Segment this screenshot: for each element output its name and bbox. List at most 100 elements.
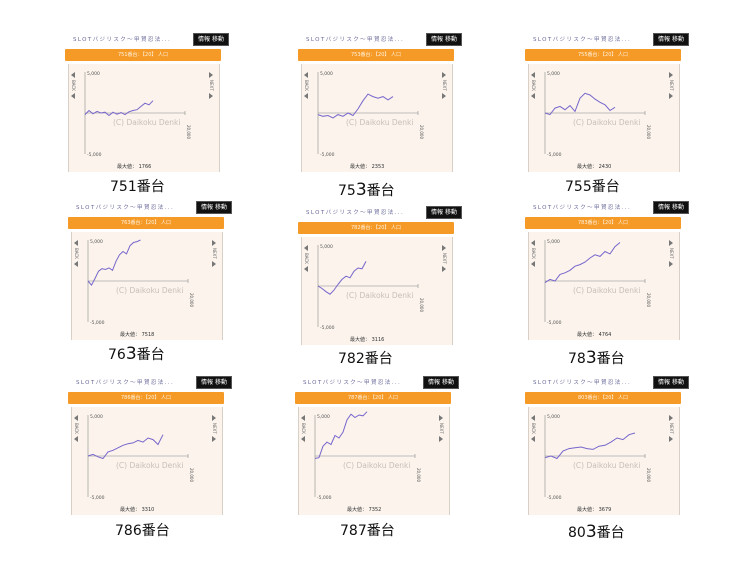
machine-caption-753: 753番台 — [338, 180, 395, 200]
max-value-label: 最大値： 2353 — [350, 163, 384, 170]
card-title: SLOTバジリスク～甲賀忍法... — [303, 380, 402, 386]
next-control[interactable]: NEXT — [439, 415, 447, 442]
plot-area: BACK NEXT 5,000 -5,000 20,000 (C) Daikoku Den… — [528, 232, 680, 340]
info-move-button[interactable]: 情報 移動 — [193, 33, 229, 46]
max-value-label: 最大値： 7518 — [120, 331, 154, 338]
machine-caption-755: 755番台 — [565, 176, 620, 196]
machine-header-text: 753番台：【20】 人口 — [351, 52, 401, 58]
triangle-left-icon — [74, 435, 78, 442]
xmax-tick-label: 20,000 — [646, 468, 651, 482]
back-control[interactable]: BACK — [304, 245, 312, 272]
triangle-right-icon — [442, 92, 446, 99]
card-title: SLOTバジリスク～甲賀忍法... — [306, 37, 405, 43]
graph-card: SLOTバジリスク～甲賀忍法... 情報 移動 753番台：【20】 人口 BACK N… — [288, 32, 464, 174]
back-label: BACK — [531, 248, 536, 259]
back-control[interactable]: BACK — [74, 415, 82, 442]
back-control[interactable]: BACK — [74, 240, 82, 267]
back-control[interactable]: BACK — [301, 415, 309, 442]
machine-header-bar: 753番台：【20】 人口 — [298, 49, 454, 61]
line-chart-svg: 5,000 -5,000 20,000 (C) Daikoku Denki 最大値： 7… — [87, 239, 194, 338]
machine-caption-803: 803番台 — [568, 522, 625, 542]
triangle-left-icon — [71, 72, 75, 78]
caption-suffix: 番台 — [136, 179, 165, 195]
machine-caption-783: 783番台 — [568, 348, 625, 368]
triangle-right-icon — [442, 245, 446, 251]
machine-caption-751: 751番台 — [110, 176, 165, 196]
triangle-right-icon — [442, 72, 446, 78]
chart-panel-782: SLOTバジリスク～甲賀忍法... 情報 移動 782番台：【20】 人口 BACK N… — [288, 205, 464, 347]
machine-header-bar: 787番台：【20】 人口 — [295, 392, 451, 404]
card-title: SLOTバジリスク～甲賀忍法... — [306, 210, 405, 216]
triangle-left-icon — [74, 240, 78, 246]
caption-suffix: 番台 — [136, 347, 165, 363]
next-control[interactable]: NEXT — [442, 245, 450, 272]
info-move-button[interactable]: 情報 移動 — [653, 33, 689, 46]
ymin-tick-label: -5,000 — [87, 152, 102, 158]
next-label: NEXT — [669, 80, 674, 91]
triangle-right-icon — [439, 435, 443, 442]
series-line-782 — [317, 261, 367, 295]
card-title: SLOTバジリスク～甲賀忍法... — [533, 37, 632, 43]
graph-card: SLOTバジリスク～甲賀忍法... 情報 移動 783番台：【20】 人口 BACK N… — [515, 200, 691, 342]
watermark: (C) Daikoku Denki — [346, 291, 413, 300]
plot-area: BACK NEXT 5,000 -5,000 20,000 (C) Daikoku Den… — [71, 407, 223, 515]
next-control[interactable]: NEXT — [212, 240, 220, 267]
card-title: SLOTバジリスク～甲賀忍法... — [533, 380, 632, 386]
back-label: BACK — [301, 423, 306, 434]
triangle-left-icon — [304, 72, 308, 78]
next-control[interactable]: NEXT — [209, 72, 217, 99]
info-move-button[interactable]: 情報 移動 — [426, 33, 462, 46]
series-line-786 — [87, 434, 164, 460]
ymin-tick-label: -5,000 — [90, 495, 105, 501]
triangle-right-icon — [212, 260, 216, 267]
chart-panel-755: SLOTバジリスク～甲賀忍法... 情報 移動 755番台：【20】 人口 BACK N… — [515, 32, 691, 174]
triangle-right-icon — [669, 72, 673, 78]
ymin-tick-label: -5,000 — [547, 152, 562, 158]
triangle-left-icon — [74, 415, 78, 421]
info-move-button[interactable]: 情報 移動 — [423, 376, 459, 389]
info-move-button[interactable]: 情報 移動 — [196, 201, 232, 214]
caption-suffix: 番台 — [366, 523, 395, 539]
triangle-right-icon — [209, 72, 213, 78]
back-label: BACK — [531, 80, 536, 91]
plot-area: BACK NEXT 5,000 -5,000 20,000 (C) Daikoku Den… — [68, 64, 220, 172]
next-control[interactable]: NEXT — [669, 240, 677, 267]
plot-area: BACK NEXT 5,000 -5,000 20,000 (C) Daikoku Den… — [528, 64, 680, 172]
plot-area: BACK NEXT 5,000 -5,000 20,000 (C) Daikoku Den… — [301, 64, 453, 172]
info-move-button[interactable]: 情報 移動 — [653, 376, 689, 389]
next-control[interactable]: NEXT — [669, 415, 677, 442]
info-move-button[interactable]: 情報 移動 — [653, 201, 689, 214]
max-value-label: 最大値： 3116 — [350, 336, 384, 343]
series-line-803 — [544, 432, 636, 460]
triangle-right-icon — [212, 240, 216, 246]
caption-number-large: 3 — [585, 522, 597, 542]
ymax-tick-label: 5,000 — [547, 71, 560, 77]
info-move-button[interactable]: 情報 移動 — [426, 206, 462, 219]
back-label: BACK — [304, 80, 309, 91]
triangle-left-icon — [531, 72, 535, 78]
watermark: (C) Daikoku Denki — [573, 461, 640, 470]
caption-suffix: 番台 — [596, 351, 625, 367]
series-line-755 — [544, 92, 616, 116]
triangle-left-icon — [531, 92, 535, 99]
triangle-right-icon — [209, 92, 213, 99]
back-control[interactable]: BACK — [304, 72, 312, 99]
machine-caption-782: 782番台 — [338, 348, 393, 368]
xmax-tick-label: 20,000 — [646, 125, 651, 139]
next-control[interactable]: NEXT — [442, 72, 450, 99]
back-control[interactable]: BACK — [71, 72, 79, 99]
back-control[interactable]: BACK — [531, 72, 539, 99]
ymax-tick-label: 5,000 — [320, 71, 333, 77]
next-label: NEXT — [212, 423, 217, 434]
next-control[interactable]: NEXT — [212, 415, 220, 442]
card-title: SLOTバジリスク～甲賀忍法... — [76, 205, 175, 211]
info-move-button[interactable]: 情報 移動 — [196, 376, 232, 389]
machine-header-text: 751番台：【20】 人口 — [118, 52, 168, 58]
triangle-left-icon — [71, 92, 75, 99]
next-label: NEXT — [209, 80, 214, 91]
next-control[interactable]: NEXT — [669, 72, 677, 99]
back-control[interactable]: BACK — [531, 415, 539, 442]
back-control[interactable]: BACK — [531, 240, 539, 267]
line-chart-svg: 5,000 -5,000 20,000 (C) Daikoku Denki 最大値： 2… — [317, 71, 424, 170]
next-label: NEXT — [442, 253, 447, 264]
